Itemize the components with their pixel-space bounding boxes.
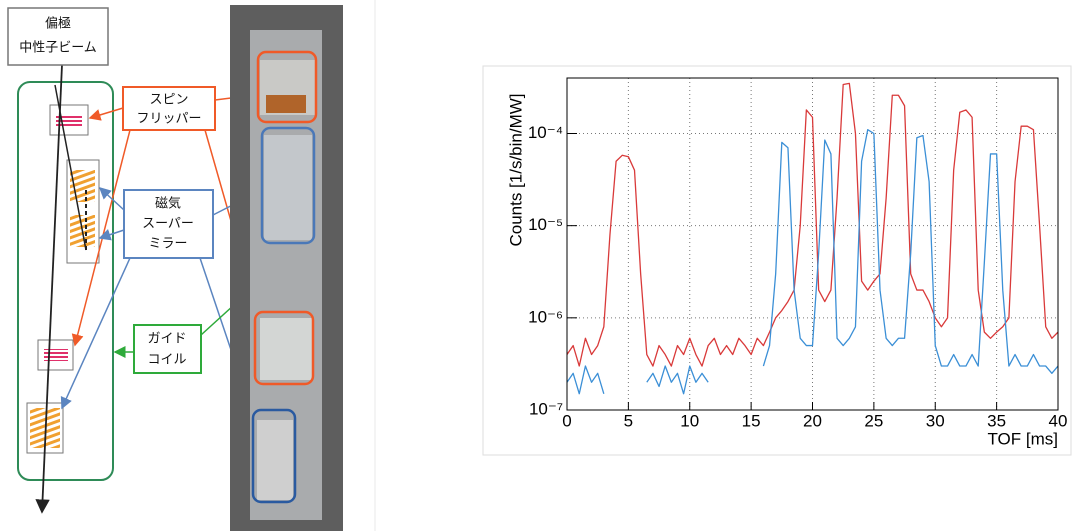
arrow xyxy=(88,107,124,121)
label: スーパー xyxy=(142,217,194,232)
label-box xyxy=(123,189,214,259)
guide-frame xyxy=(17,81,114,481)
x-tick-label: 20 xyxy=(803,411,822,430)
x-tick-label: 10 xyxy=(680,411,699,430)
label: コイル xyxy=(147,353,186,368)
beam-path xyxy=(54,84,87,251)
label: スピン xyxy=(149,93,188,108)
x-axis-title: TOF [ms] xyxy=(987,429,1058,448)
series-line xyxy=(566,82,1059,367)
highlight xyxy=(256,50,318,124)
label: 磁気 xyxy=(155,196,181,212)
label-box xyxy=(133,324,202,374)
beam-label: 中性子ビーム xyxy=(19,41,97,56)
highlight xyxy=(253,310,315,386)
x-tick-label: 15 xyxy=(742,411,761,430)
arrow xyxy=(98,228,125,241)
y-axis-title: Counts [1/s/bin/MW] xyxy=(506,93,525,246)
x-tick-label: 30 xyxy=(926,411,945,430)
x-tick-label: 0 xyxy=(562,411,571,430)
device-part xyxy=(264,135,312,240)
highlight xyxy=(251,408,297,504)
series-line xyxy=(566,129,1059,395)
chart-frame xyxy=(482,65,1072,456)
beam-label: 偏極 xyxy=(45,16,71,32)
x-tick-label: 35 xyxy=(987,411,1006,430)
y-tick-label: 10⁻⁶ xyxy=(528,307,563,326)
label: ミラー xyxy=(148,237,187,252)
x-tick-label: 40 xyxy=(1049,411,1068,430)
schematic: 偏極 中性子ビーム スピン フリッパー 磁気 スーパー ミラー ガイド コイル xyxy=(7,7,264,514)
y-tick-label: 10⁻⁴ xyxy=(528,123,563,142)
label: ガイド xyxy=(147,332,186,347)
photo xyxy=(230,5,343,531)
arrow xyxy=(98,186,125,211)
beam-box xyxy=(7,7,109,66)
label: フリッパー xyxy=(136,112,201,127)
highlight xyxy=(260,126,316,245)
x-tick-label: 5 xyxy=(624,411,633,430)
plot-area xyxy=(566,77,1059,411)
arrow xyxy=(60,257,131,410)
flipper-coil xyxy=(44,349,68,361)
device-part xyxy=(257,420,293,500)
device-part xyxy=(266,95,306,113)
label-box xyxy=(122,86,216,131)
beam-path xyxy=(35,64,63,514)
device-part xyxy=(260,318,312,380)
x-tick-label: 25 xyxy=(864,411,883,430)
y-tick-label: 10⁻⁵ xyxy=(528,215,563,234)
y-tick-label: 10⁻⁷ xyxy=(529,399,563,418)
